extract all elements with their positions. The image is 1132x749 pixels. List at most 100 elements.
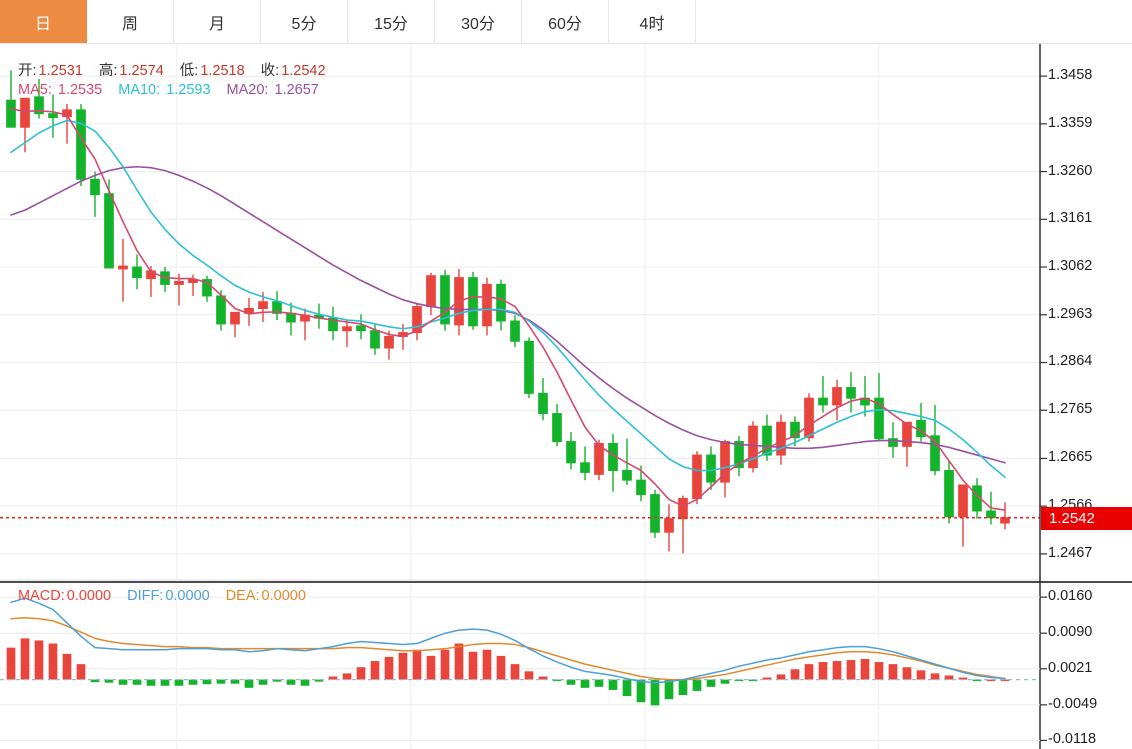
chart-canvas[interactable] (0, 44, 1132, 749)
timeframe-tab-5[interactable]: 30分 (435, 0, 522, 43)
timeframe-tab-3[interactable]: 5分 (261, 0, 348, 43)
macd-bar (720, 679, 730, 684)
macd-bar (832, 661, 842, 680)
dea-line (10, 617, 1006, 681)
timeframe-tab-label: 30分 (461, 15, 495, 33)
macd-bar (692, 679, 702, 691)
candle-body (48, 113, 58, 119)
macd-bar (916, 670, 926, 680)
timeframe-tab-7[interactable]: 4时 (609, 0, 696, 43)
macd-bar (412, 649, 422, 680)
timeframe-tab-1[interactable]: 周 (87, 0, 174, 43)
candle-body (636, 479, 646, 496)
candlestick (314, 303, 324, 329)
candle-body (888, 438, 898, 447)
macd-bar (440, 649, 450, 680)
candle-body (188, 279, 198, 283)
macd-bar (454, 643, 464, 680)
candle-body (538, 392, 548, 415)
candlestick (944, 460, 954, 524)
candle-body (90, 178, 100, 196)
macd-bar (678, 679, 688, 696)
macd-bar (244, 679, 254, 688)
macd-bar (762, 677, 772, 680)
diff-line (10, 597, 1006, 684)
macd-bar (510, 664, 520, 680)
candlestick (636, 465, 646, 502)
macd-bar (356, 667, 366, 680)
candlestick (832, 379, 842, 421)
macd-bar (846, 660, 856, 680)
candle-body (174, 280, 184, 285)
candlestick (846, 372, 856, 413)
candle-body (258, 301, 268, 309)
candle-body (692, 454, 702, 499)
timeframe-tab-label: 日 (34, 15, 51, 33)
timeframe-tab-4[interactable]: 15分 (348, 0, 435, 43)
candle-body (720, 441, 730, 483)
macd-bar (258, 679, 268, 685)
candlestick (48, 94, 58, 138)
candlestick (356, 314, 366, 340)
candlestick (440, 269, 450, 331)
candlestick (524, 337, 534, 399)
ma5-line (10, 108, 1006, 511)
candlestick (328, 306, 338, 341)
candle-body (958, 484, 968, 518)
candle-body (468, 277, 478, 327)
ma10-line (10, 119, 1006, 479)
timeframe-tab-label: 15分 (374, 15, 408, 33)
candlestick (20, 97, 30, 153)
candlestick (748, 421, 758, 473)
macd-bar (594, 679, 604, 687)
candlestick (34, 78, 44, 119)
candle-body (104, 193, 114, 269)
timeframe-tab-label: 月 (208, 15, 225, 33)
candlestick (664, 504, 674, 552)
macd-bar (608, 679, 618, 690)
macd-bar (986, 679, 996, 682)
candle-body (6, 99, 16, 128)
candle-body (776, 421, 786, 456)
candlestick (552, 403, 562, 447)
candlestick (384, 330, 394, 360)
macd-histogram (6, 638, 1010, 706)
candlestick (916, 402, 926, 442)
candle-body (748, 425, 758, 469)
timeframe-tab-2[interactable]: 月 (174, 0, 261, 43)
candlestick (286, 302, 296, 336)
timeframe-tab-0[interactable]: 日 (0, 0, 87, 43)
candlestick (454, 268, 464, 336)
macd-bar (944, 675, 954, 680)
macd-bar (202, 679, 212, 685)
macd-bar (902, 667, 912, 680)
candlestick (734, 435, 744, 477)
macd-bar (76, 664, 86, 680)
timeframe-tab-6[interactable]: 60分 (522, 0, 609, 43)
candle-body (622, 469, 632, 481)
macd-bar (734, 679, 744, 682)
candlestick (902, 421, 912, 467)
macd-bar (636, 679, 646, 703)
candle-body (118, 265, 128, 270)
candlestick (300, 308, 310, 341)
candlestick (272, 291, 282, 321)
macd-bar (706, 679, 716, 687)
candlestick (6, 70, 16, 128)
candle-body (664, 518, 674, 533)
chart-stage: 开: 1.2531 高: 1.2574 低: 1.2518 收: 1.2542 MA5: 1.… (0, 44, 1132, 749)
macd-bar (398, 652, 408, 680)
ma20-line (10, 165, 1006, 464)
candle-body (272, 301, 282, 314)
macd-bar (552, 679, 562, 682)
candle-body (594, 442, 604, 475)
macd-bar (818, 662, 828, 680)
candlestick (468, 271, 478, 330)
macd-bar (6, 647, 16, 680)
candle-body (328, 317, 338, 332)
candle-body (216, 295, 226, 325)
candle-body (566, 441, 576, 464)
candle-body (440, 275, 450, 325)
candlestick (790, 416, 800, 447)
